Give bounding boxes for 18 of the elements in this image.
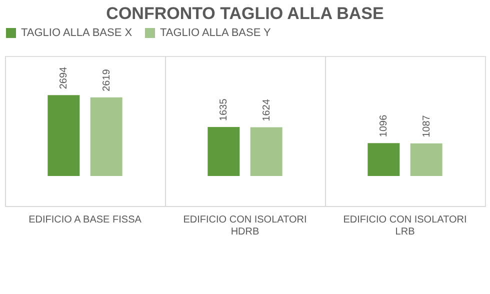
chart-title: CONFRONTO TAGLIO ALLA BASE: [106, 4, 384, 23]
x-tick-label: EDIFICIO CON ISOLATORI HDRB: [183, 214, 307, 238]
bar: [368, 143, 400, 176]
data-label: 1624: [261, 98, 272, 122]
data-label: 1635: [218, 98, 230, 121]
x-tick-label: EDIFICIO A BASE FISSA: [28, 214, 142, 226]
legend-label: TAGLIO ALLA BASE X: [21, 27, 133, 39]
bar: [208, 126, 240, 176]
legend-label: TAGLIO ALLA BASE Y: [160, 27, 272, 39]
data-label: 2619: [101, 68, 112, 92]
bar: [410, 143, 442, 176]
bar: [90, 97, 122, 176]
bar: [250, 127, 282, 176]
bar: [48, 95, 80, 176]
x-tick-label: EDIFICIO CON ISOLATORI LRB: [343, 214, 467, 238]
data-label: 2694: [58, 66, 70, 90]
data-label: 1087: [421, 114, 432, 138]
data-label: 1096: [378, 114, 390, 138]
